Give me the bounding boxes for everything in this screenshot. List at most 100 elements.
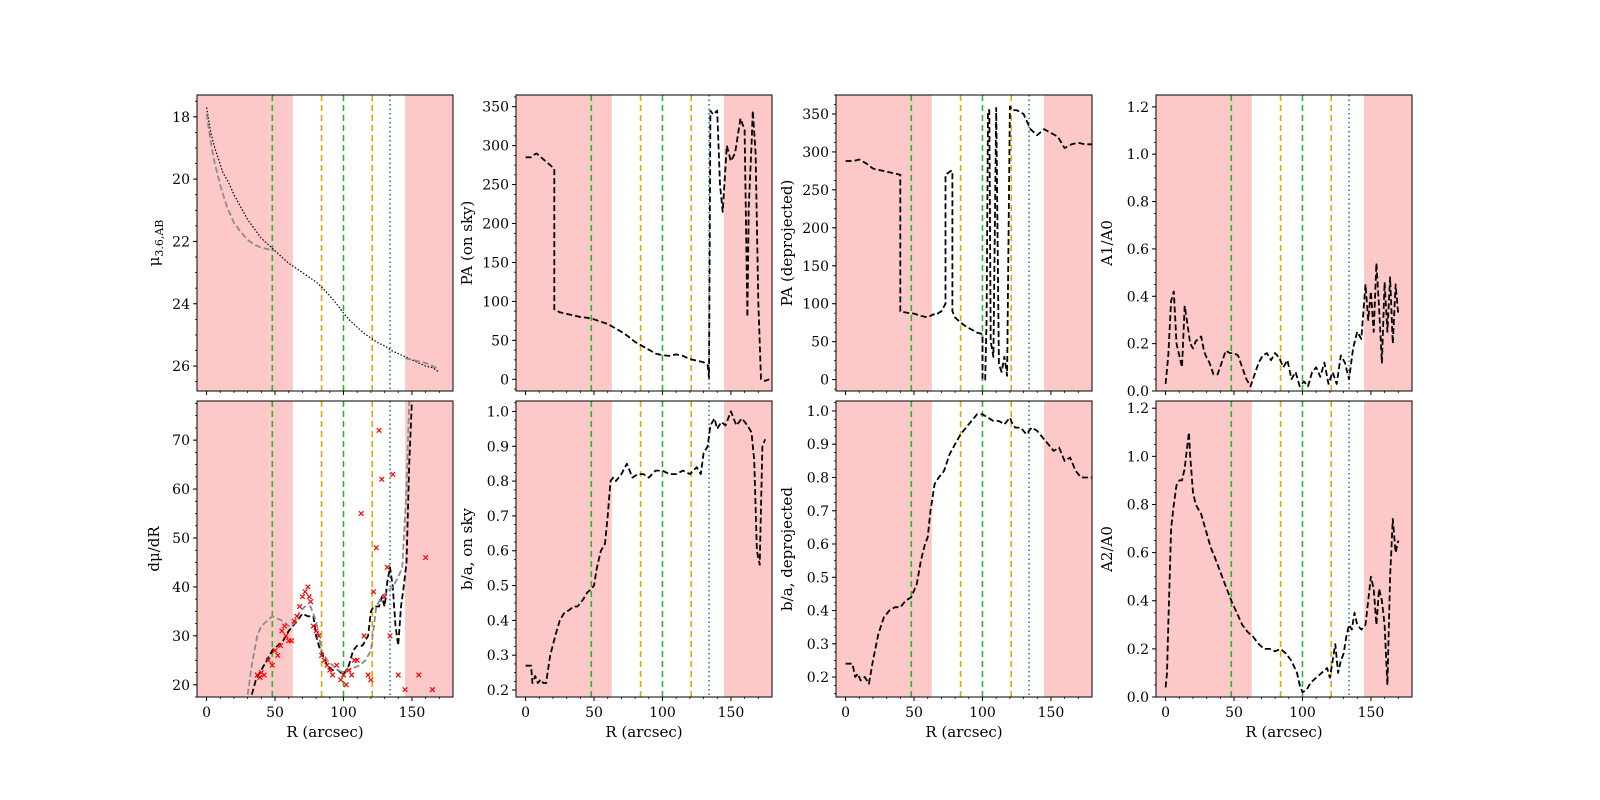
scatter-point [402,686,408,693]
series-profile [206,107,440,373]
scatter-point [279,628,285,634]
xtick-label: 0 [521,705,530,721]
ytick-label: 0.2 [807,670,829,686]
ytick-label: 0.8 [807,470,829,486]
scatter-point [348,672,355,678]
x-axis-label: R (arcsec) [1245,723,1322,741]
ytick-label: 300 [482,139,509,155]
ytick-label: 0.4 [487,613,509,629]
ytick-label: 60 [172,482,190,498]
y-axis-label: PA (deprojected) [778,180,796,307]
panel-p12: 0.2 0.3 0.4 0.5 0.6 0.7 0.8 0.9 1.0 0 50 100 150 R (a… [778,400,1093,741]
plot-area [516,401,772,697]
scatter-point [361,633,367,639]
shaded-region-0 [836,95,932,391]
scatter-point [281,623,288,629]
scatter-point [291,618,297,624]
scatter-point [318,652,325,659]
plot-area [197,95,453,391]
shaded-region-0 [1156,95,1252,391]
scatter-point [373,545,380,551]
ytick-label: 40 [172,580,190,596]
ytick-label: 300 [802,145,829,161]
shaded-region-1 [405,95,453,391]
scatter-point [305,584,311,590]
scatter-point [299,593,306,600]
shaded-region-1 [405,401,453,697]
xtick-label: 0 [841,705,850,721]
y-axis-label: A1/A0 [1098,220,1116,267]
ytick-label: 350 [802,107,829,123]
ytick-label: 0.5 [807,570,829,586]
shaded-region-0 [197,401,293,697]
shaded-region-0 [516,95,612,391]
panel-p11: 0.2 0.3 0.4 0.5 0.6 0.7 0.8 0.9 1.0 0 50 100 150 R (a… [458,400,773,741]
ytick-label: 0.4 [807,604,829,620]
scatter-point [310,623,317,629]
ytick-label: 50 [811,335,829,351]
series-pa-deproj [845,105,1092,381]
ytick-label: 100 [482,294,509,310]
ytick-label: 20 [172,678,190,694]
y-axis-label-sub: 3.6,AB [153,220,166,257]
ytick-label: 100 [802,297,829,313]
ytick-label: 0.7 [807,504,829,520]
shaded-region-0 [197,95,293,391]
plot-area [836,401,1092,697]
shaded-region-1 [1364,401,1412,697]
xtick-label: 100 [649,705,676,721]
xtick-label: 50 [266,705,284,721]
plot-area [836,95,1092,391]
scatter-point [390,471,396,478]
scatter-point [340,672,347,678]
scatter-point [275,652,281,659]
y-axis-label: b/a, deprojected [778,487,796,611]
series-a2-a0 [1164,431,1400,694]
ytick-label: 250 [802,183,829,199]
scatter-point [381,593,388,600]
scatter-point [358,510,365,517]
axes-frame [1155,94,1413,392]
panel-p10: 20 30 40 50 60 70 0 50 100 150 R (arcsec) dμ/dR [145,400,454,741]
scatter-point [277,642,284,649]
scatter-point [379,476,385,483]
scatter-point [269,662,276,668]
scatter-point [416,672,422,678]
scatter-point [329,672,336,678]
ytick-label: 0.2 [1127,642,1149,658]
axes-frame [1155,400,1413,698]
scatter-point [313,628,319,634]
ytick-label: 0.3 [487,648,509,664]
series-a1-a0 [1164,262,1400,388]
x-axis-label: R (arcsec) [605,723,682,741]
axes-frame [196,400,454,698]
scatter-point [294,613,300,619]
plot-area [1156,401,1412,697]
panel-p03: 0.0 0.2 0.4 0.6 0.8 1.0 1.2 A1/A0 [1098,94,1413,400]
scatter-point [346,667,352,673]
scatter-point [257,674,263,681]
scatter-point [376,427,382,434]
ytick-label: 70 [172,433,190,449]
xtick-label: 100 [1289,705,1316,721]
series-pa-sky [525,109,770,382]
scatter-point [296,603,303,610]
ytick-label: 0.0 [1127,690,1149,706]
ytick-label: 0.4 [1127,289,1149,305]
scatter-point [306,593,312,600]
ytick-label: 30 [172,629,190,645]
scatter-point [384,564,391,571]
ytick-label: 0.5 [487,579,509,595]
plot-area [1156,95,1412,391]
scatter-point [365,672,371,678]
scatter-point [283,633,289,639]
series-b-a-deproj [845,413,1092,685]
ytick-label: 250 [482,178,509,194]
panel-p01: 0 50 100 150 200 250 300 350 PA (on sky) [458,94,773,395]
shaded-region-1 [1044,95,1092,391]
panel-p02: 0 50 100 150 200 250 300 350 PA (deprojected) [778,94,1093,395]
scatter-point [261,672,267,678]
ytick-label: 0.7 [487,509,509,525]
y-axis-label: μ3.6,AB [145,220,166,267]
